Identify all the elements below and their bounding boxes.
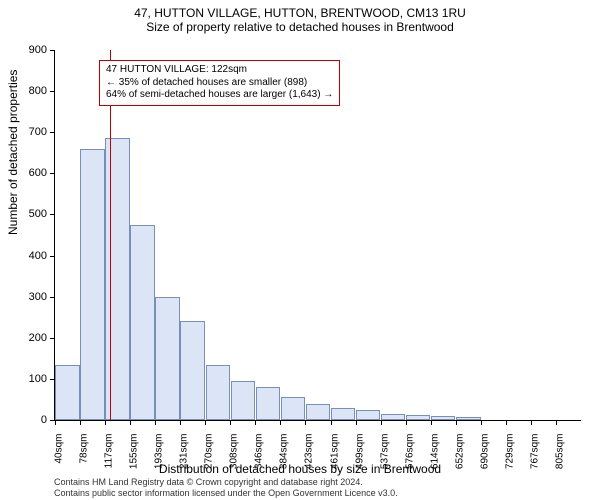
histogram-bar [155, 297, 180, 420]
x-tick [506, 420, 507, 425]
y-tick [50, 214, 55, 215]
x-tick [305, 420, 306, 425]
histogram-bar [281, 397, 306, 420]
histogram-bar [431, 416, 456, 420]
histogram-bar [406, 415, 431, 420]
y-tick-label: 800 [29, 85, 47, 97]
x-tick [155, 420, 156, 425]
y-tick-label: 200 [29, 332, 47, 344]
footer-line2: Contains public sector information licen… [54, 488, 398, 498]
histogram-bar [356, 410, 381, 420]
y-tick [50, 379, 55, 380]
y-tick-label: 0 [41, 414, 47, 426]
y-tick [50, 420, 55, 421]
property-marker-line [110, 50, 111, 420]
y-tick [50, 50, 55, 51]
histogram-bar [206, 365, 231, 421]
x-tick [431, 420, 432, 425]
x-tick [130, 420, 131, 425]
x-tick [381, 420, 382, 425]
x-tick [280, 420, 281, 425]
y-tick [50, 132, 55, 133]
title-address: 47, HUTTON VILLAGE, HUTTON, BRENTWOOD, C… [0, 0, 600, 20]
x-tick [230, 420, 231, 425]
x-tick [331, 420, 332, 425]
histogram-bar [180, 321, 205, 420]
y-tick [50, 173, 55, 174]
x-tick [180, 420, 181, 425]
x-tick [205, 420, 206, 425]
x-tick [481, 420, 482, 425]
y-tick-label: 400 [29, 250, 47, 262]
y-tick-label: 100 [29, 373, 47, 385]
histogram-bar [381, 414, 406, 420]
x-tick [356, 420, 357, 425]
annotation-box: 47 HUTTON VILLAGE: 122sqm ← 35% of detac… [99, 60, 340, 106]
annotation-line3: 64% of semi-detached houses are larger (… [106, 89, 333, 102]
x-tick-label: 40sqm [54, 434, 65, 464]
x-axis-label: Distribution of detached houses by size … [0, 462, 600, 476]
x-tick [105, 420, 106, 425]
y-tick-label: 500 [29, 208, 47, 220]
x-tick [556, 420, 557, 425]
annotation-line1: 47 HUTTON VILLAGE: 122sqm [106, 64, 333, 77]
histogram-bar [306, 404, 331, 420]
footer-attribution: Contains HM Land Registry data © Crown c… [54, 477, 398, 498]
histogram-chart: 47 HUTTON VILLAGE: 122sqm ← 35% of detac… [54, 50, 581, 421]
histogram-bar [331, 408, 356, 420]
histogram-bar [55, 365, 80, 421]
x-tick [406, 420, 407, 425]
annotation-line2: ← 35% of detached houses are smaller (89… [106, 77, 333, 90]
y-tick-label: 700 [29, 126, 47, 138]
x-tick [55, 420, 56, 425]
x-tick-label: 78sqm [79, 434, 90, 464]
title-subtitle: Size of property relative to detached ho… [0, 20, 600, 38]
y-tick [50, 297, 55, 298]
y-tick-label: 300 [29, 291, 47, 303]
y-axis-label: Number of detached properties [6, 70, 20, 235]
y-tick [50, 256, 55, 257]
footer-line1: Contains HM Land Registry data © Crown c… [54, 477, 398, 487]
y-tick [50, 91, 55, 92]
histogram-bar [80, 149, 105, 420]
histogram-bar [231, 381, 256, 420]
x-tick [456, 420, 457, 425]
x-tick [80, 420, 81, 425]
histogram-bar [256, 387, 281, 420]
x-tick [531, 420, 532, 425]
y-tick-label: 900 [29, 44, 47, 56]
histogram-bar [456, 417, 481, 420]
y-tick-label: 600 [29, 167, 47, 179]
y-tick [50, 338, 55, 339]
histogram-bar [130, 225, 155, 420]
x-tick [255, 420, 256, 425]
